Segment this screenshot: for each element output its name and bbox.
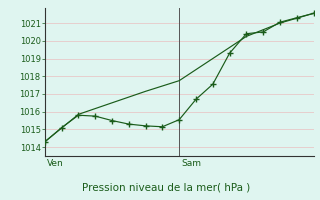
Text: Ven: Ven: [46, 159, 63, 168]
Text: Pression niveau de la mer( hPa ): Pression niveau de la mer( hPa ): [82, 182, 251, 192]
Text: Sam: Sam: [181, 159, 201, 168]
